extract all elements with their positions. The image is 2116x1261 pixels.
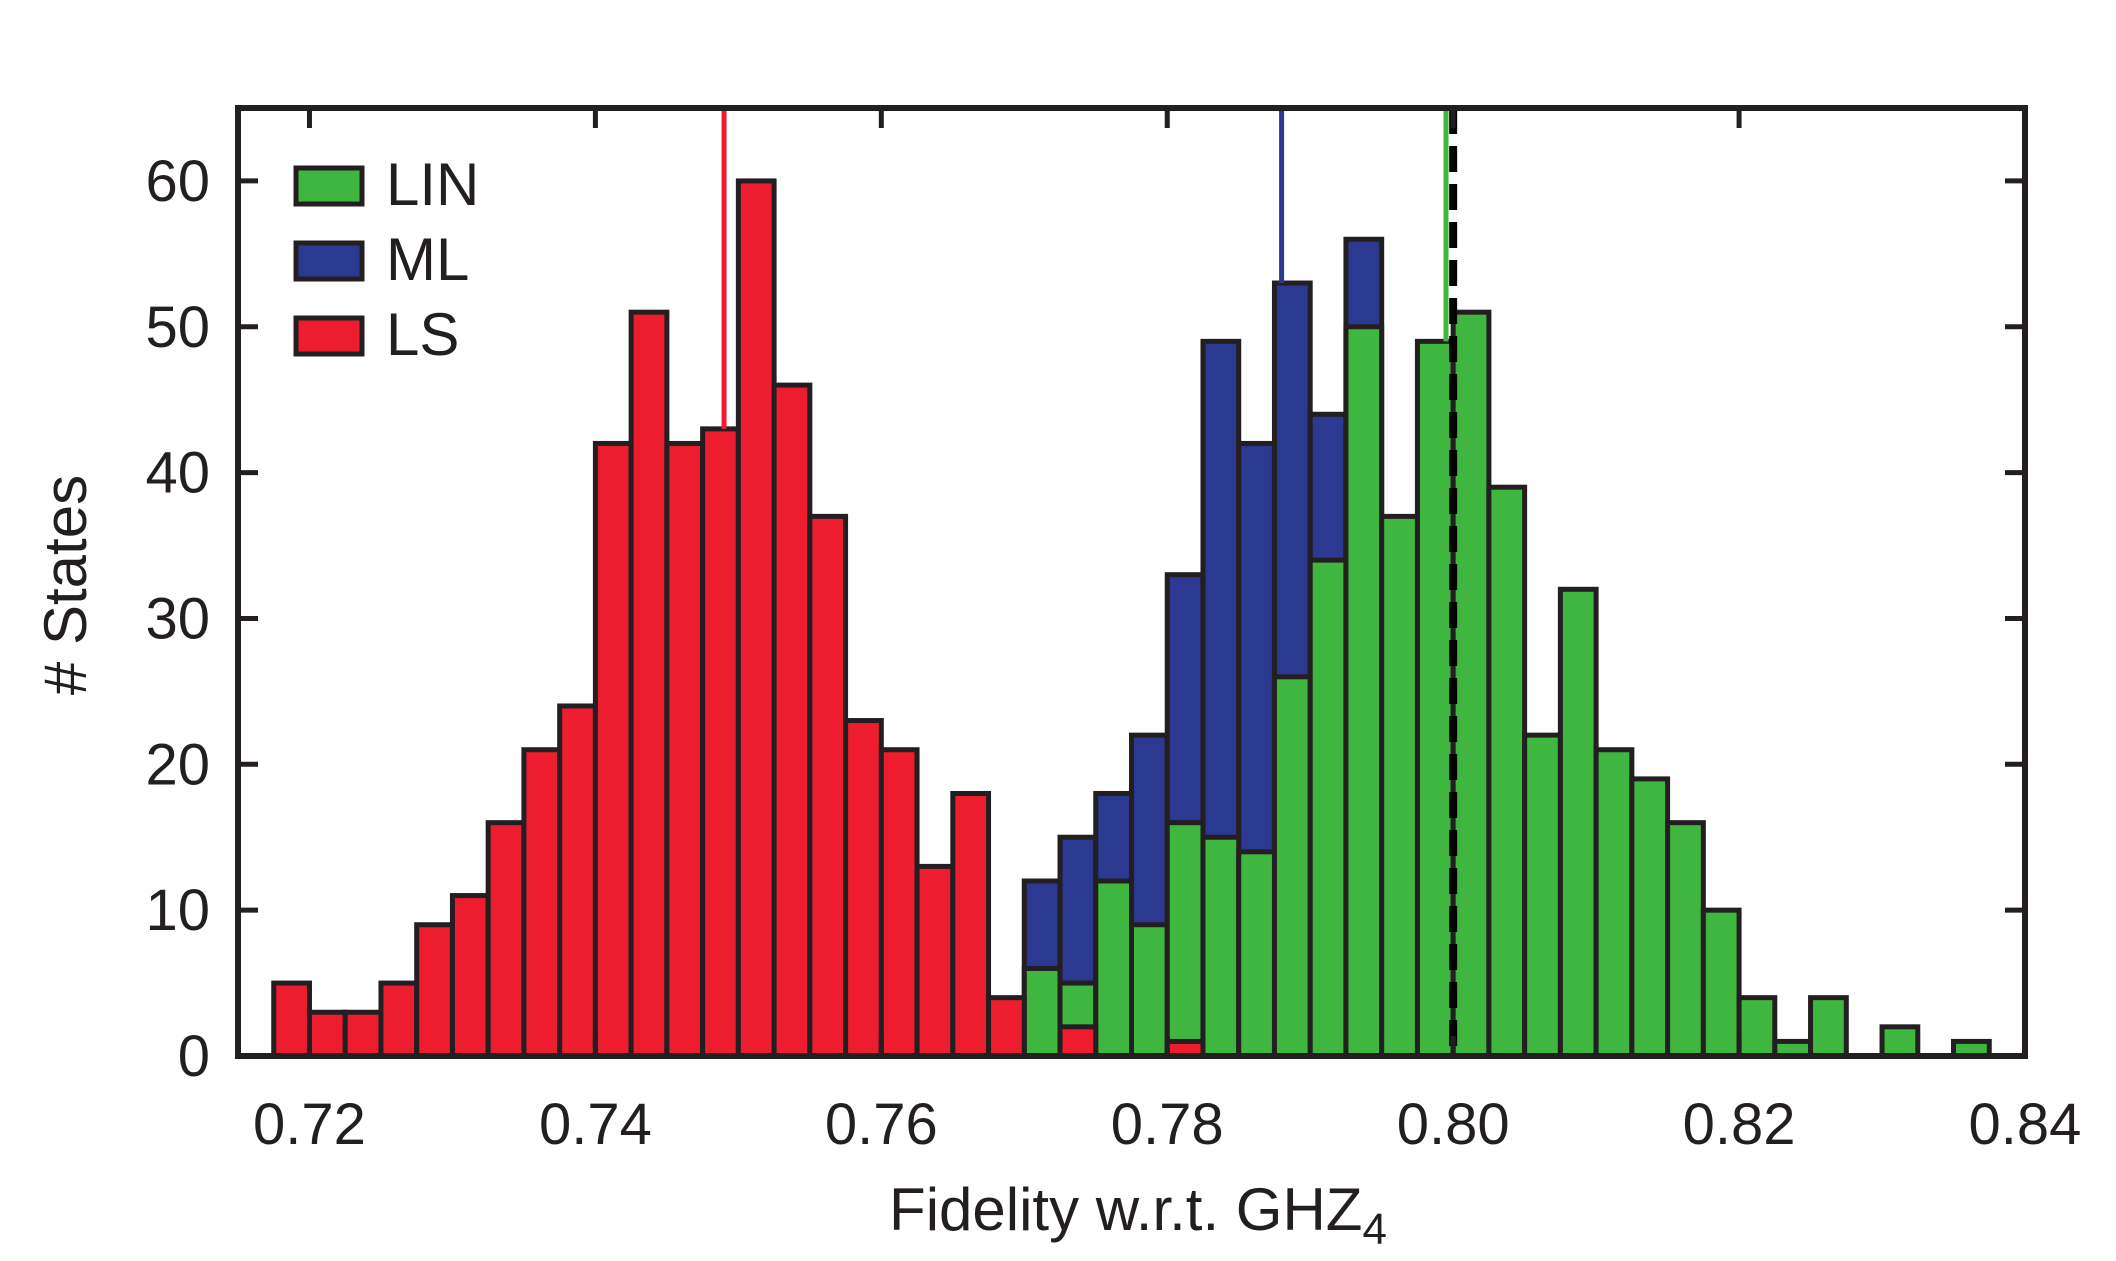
y-tick-label: 20 — [145, 732, 210, 797]
bar-lin — [1557, 586, 1599, 1059]
bar-lin — [1736, 995, 1778, 1059]
bar-ls — [878, 747, 920, 1059]
bar-lin — [1450, 309, 1492, 1059]
bar-lin — [1236, 849, 1277, 1059]
x-tick-label: 0.72 — [253, 1092, 366, 1157]
bar-lin — [1414, 338, 1456, 1059]
bar-ls — [628, 309, 670, 1059]
y-tick-label: 10 — [145, 878, 210, 943]
legend-label-ls: LS — [386, 301, 459, 368]
bar-ls — [950, 790, 992, 1059]
legend-swatch-lin — [293, 165, 365, 207]
bar-lin — [1522, 732, 1563, 1059]
bar-ls — [843, 718, 884, 1059]
bar-lin — [1879, 1024, 1921, 1059]
bar-lin — [1021, 965, 1063, 1059]
bar-ls — [342, 1009, 384, 1059]
bar-ls — [306, 1009, 348, 1059]
bar-lin — [1093, 878, 1135, 1059]
bar-lin — [1593, 747, 1635, 1059]
y-tick-label: 50 — [145, 295, 210, 360]
bar-ls — [271, 980, 312, 1059]
bar-lin — [1629, 776, 1671, 1059]
bar-lin — [1129, 922, 1170, 1059]
bar-ls — [664, 440, 706, 1059]
bar-lin — [1200, 834, 1242, 1059]
x-tick-label: 0.82 — [1683, 1092, 1796, 1157]
y-tick-label: 60 — [145, 149, 210, 214]
bar-ls — [986, 995, 1027, 1059]
bar-lin — [1164, 820, 1206, 1059]
bar-lin — [1379, 513, 1420, 1059]
y-tick-label: 40 — [145, 441, 210, 506]
bar-ls — [1057, 1024, 1099, 1059]
bar-ls — [449, 893, 491, 1059]
legend-swatch-ls — [293, 315, 365, 357]
plot-frame — [235, 105, 2028, 1059]
y-axis-title: # States — [32, 475, 99, 695]
x-tick-label: 0.76 — [825, 1092, 938, 1157]
y-tick-label: 0 — [178, 1024, 210, 1089]
bar-ls — [485, 820, 527, 1059]
bar-ls — [735, 178, 777, 1059]
x-axis-title: Fidelity w.r.t. GHZ4 — [889, 1176, 1387, 1254]
bar-ls — [414, 922, 455, 1059]
x-tick-label: 0.74 — [539, 1092, 652, 1157]
bar-ls — [914, 863, 956, 1059]
bar-lin — [1271, 674, 1313, 1059]
bar-lin — [1700, 907, 1742, 1059]
y-tick-label: 30 — [145, 586, 210, 651]
bar-ls — [771, 382, 813, 1059]
legend-swatch-ml — [293, 240, 365, 282]
bar-lin — [1808, 995, 1849, 1059]
x-tick-label: 0.78 — [1111, 1092, 1224, 1157]
bar-ls — [378, 980, 420, 1059]
bar-ls — [592, 440, 634, 1059]
bar-lin — [1307, 557, 1349, 1059]
bar-lin — [1665, 820, 1706, 1059]
bar-ls — [557, 703, 598, 1059]
legend-label-lin: LIN — [386, 151, 479, 218]
x-tick-label: 0.80 — [1397, 1092, 1510, 1157]
bar-ls — [700, 426, 741, 1059]
legend-label-ml: ML — [386, 226, 469, 293]
bar-lin — [1343, 324, 1385, 1059]
bar-ls — [521, 747, 563, 1059]
bar-ls — [807, 513, 849, 1059]
bar-lin — [1486, 484, 1528, 1059]
x-tick-label: 0.84 — [1969, 1092, 2082, 1157]
